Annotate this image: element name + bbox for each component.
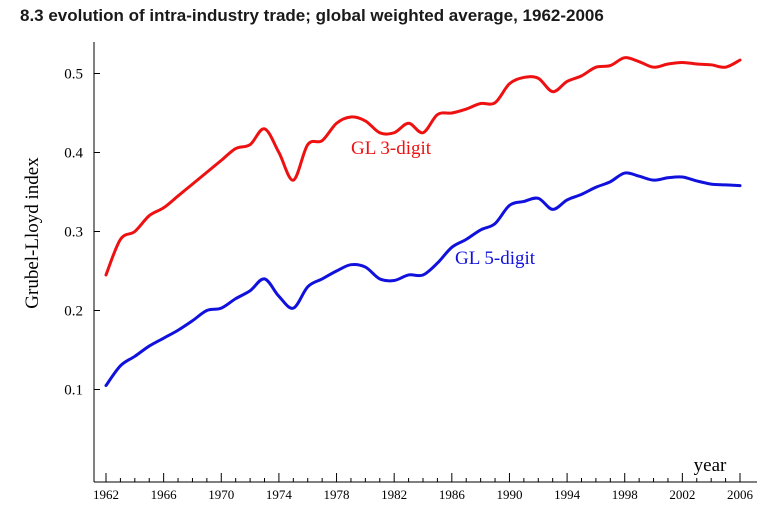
series-lines bbox=[104, 56, 742, 388]
x-tick-label: 1982 bbox=[381, 487, 407, 502]
y-tick-label: 0.3 bbox=[64, 225, 83, 241]
x-tick-label: 1966 bbox=[151, 487, 178, 502]
y-tick-label: 0.2 bbox=[64, 304, 83, 320]
x-tick-label: 1998 bbox=[612, 487, 638, 502]
x-tick-label: 1986 bbox=[439, 487, 466, 502]
x-tick-label: 1974 bbox=[266, 487, 293, 502]
x-tick-label: 1990 bbox=[496, 487, 522, 502]
y-axis-label: Grubel-Lloyd index bbox=[22, 157, 43, 309]
chart-title: 8.3 evolution of intra-industry trade; g… bbox=[20, 6, 604, 25]
x-tick-label: 1962 bbox=[93, 487, 119, 502]
y-tick-label: 0.5 bbox=[64, 67, 83, 83]
series-label-gl-5-digit: GL 5-digit bbox=[455, 248, 536, 269]
x-axis-ticks: 1962 1966 1970 1974 1978 1982 1986 1990 1994 1998… bbox=[93, 473, 754, 502]
x-tick-label: 1994 bbox=[554, 487, 581, 502]
x-tick-label: 2006 bbox=[727, 487, 754, 502]
x-tick-label: 2002 bbox=[669, 487, 695, 502]
series-line-gl-3-digit bbox=[104, 56, 742, 277]
x-tick-label: 1970 bbox=[208, 487, 234, 502]
series-line-gl-5-digit bbox=[104, 171, 742, 388]
y-tick-label: 0.1 bbox=[64, 383, 83, 399]
x-tick-label: 1978 bbox=[324, 487, 350, 502]
series-label-gl-3-digit: GL 3-digit bbox=[351, 138, 432, 159]
y-axis-ticks: 0.1 0.2 0.3 0.4 0.5 bbox=[64, 67, 100, 399]
axes bbox=[93, 42, 757, 483]
x-axis-label: year bbox=[694, 455, 727, 476]
y-tick-label: 0.4 bbox=[64, 146, 83, 162]
